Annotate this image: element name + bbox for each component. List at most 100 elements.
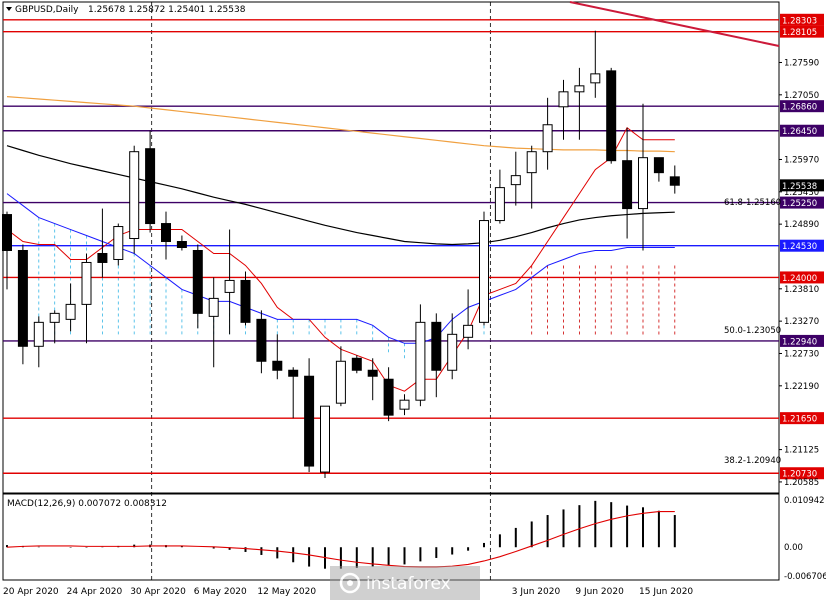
fib-61-label: 61.8-1.25160 [724, 198, 781, 208]
level-price-box [780, 124, 824, 137]
price-tick-label: 1.22190 [784, 382, 819, 392]
dropdown-triangle-icon[interactable] [6, 7, 12, 11]
level-price-box [780, 412, 824, 425]
level-price-box [780, 334, 824, 347]
ohlc-values: 1.25678 1.25872 1.25401 1.25538 [88, 5, 246, 15]
level-price-box [780, 100, 824, 113]
price-tick-label: 1.27590 [784, 58, 819, 68]
candle-body [17, 249, 28, 347]
level-price-label: 1.24530 [782, 242, 817, 252]
candle-body [208, 297, 219, 317]
macd-signal-line [6, 511, 675, 568]
descending-trendline [569, 1, 780, 47]
candle-body [49, 312, 60, 323]
candle-body [81, 261, 92, 305]
date-label: 15 Jun 2020 [639, 587, 693, 597]
level-price-label: 1.21650 [782, 415, 817, 425]
candle-body [240, 279, 251, 323]
candle-body [351, 357, 362, 371]
candle-body [367, 369, 378, 377]
candle-body [574, 85, 585, 93]
price-tick-label: 1.20585 [784, 478, 819, 488]
level-price-box [780, 13, 824, 26]
price-tick-label: 1.21125 [784, 446, 819, 456]
date-label: 30 Apr 2020 [130, 587, 186, 597]
date-label: 24 Apr 2020 [67, 587, 123, 597]
candle-body [320, 405, 330, 473]
symbol-title: GBPUSD,Daily [15, 5, 79, 15]
candle-body [65, 303, 76, 320]
date-label: 3 Jun 2020 [512, 587, 561, 597]
candle-body [145, 148, 156, 225]
candle-body [606, 70, 617, 162]
candle-body [33, 321, 44, 347]
level-price-label: 1.25250 [782, 199, 817, 209]
candle-body [431, 321, 442, 371]
price-tick-label: 1.23270 [784, 317, 819, 327]
level-price-box [780, 239, 824, 252]
candle-body [463, 324, 474, 338]
candle-body [176, 241, 187, 248]
ema-orange-line [6, 96, 675, 153]
level-price-label: 1.26860 [782, 103, 817, 113]
watermark-logo-icon [339, 572, 361, 594]
candle-body [638, 157, 648, 210]
candle-body [447, 333, 458, 371]
level-price-box [780, 196, 824, 209]
price-tick-label: 1.25430 [784, 188, 819, 198]
date-label: 20 Apr 2020 [3, 587, 59, 597]
price-tick-label: 1.24890 [784, 220, 819, 230]
level-price-label: 1.28303 [782, 16, 817, 26]
level-price-label: 1.20730 [782, 470, 817, 480]
macd-header: MACD(12,26,9) 0.007072 0.008312 [7, 499, 167, 509]
candle-body [415, 321, 426, 401]
candle-body [192, 249, 203, 314]
date-label: 6 May 2020 [194, 587, 247, 597]
candle-body [304, 375, 315, 467]
candle-body [272, 360, 283, 371]
candle-body [97, 252, 108, 263]
candle-body [479, 220, 489, 323]
macd-tick-label: -0.006706 [784, 572, 826, 582]
candle-body [399, 399, 410, 410]
candle-body [383, 378, 394, 416]
candle-body [653, 157, 664, 174]
candle-body [622, 160, 633, 210]
level-price-label: 1.28105 [782, 28, 817, 38]
candle-body [558, 91, 569, 108]
candle-body [526, 151, 537, 174]
price-tick-label: 1.23810 [784, 285, 819, 295]
candle-body [256, 318, 267, 362]
instaforex-watermark: instaforex [330, 566, 480, 600]
candle-body [129, 151, 140, 240]
date-label: 9 Jun 2020 [575, 587, 624, 597]
candle-body [161, 223, 171, 243]
level-price-label: 1.24000 [782, 274, 817, 284]
price-tick-label: 1.27050 [784, 91, 819, 101]
level-price-box [780, 271, 824, 284]
candle-body [113, 226, 124, 260]
candle-body [335, 360, 346, 404]
level-price-label: 1.26450 [782, 127, 817, 137]
candle-body [669, 176, 680, 186]
fib-50-label: 50.0-1.23050 [724, 326, 781, 336]
price-tick-label: 1.25970 [784, 155, 819, 165]
ema-black-line [6, 145, 675, 246]
watermark-text: instaforex [366, 574, 451, 594]
macd-tick-label: 0.00 [784, 543, 803, 553]
candle-body [2, 214, 12, 251]
candle-body [510, 175, 521, 186]
current-price-box [780, 179, 824, 192]
level-price-box [780, 25, 824, 38]
date-label: 12 May 2020 [257, 587, 316, 597]
macd-tick-label: 0.010942 [784, 496, 825, 506]
chart-header: GBPUSD,Daily 1.25678 1.25872 1.25401 1.2… [6, 5, 246, 15]
current-price-label: 1.25538 [782, 182, 817, 192]
level-price-label: 1.22940 [782, 337, 817, 347]
candle-body [288, 369, 299, 377]
candle-body [542, 124, 553, 153]
fib-38-label: 38.2-1.20940 [724, 456, 781, 466]
candle-body [590, 73, 601, 84]
